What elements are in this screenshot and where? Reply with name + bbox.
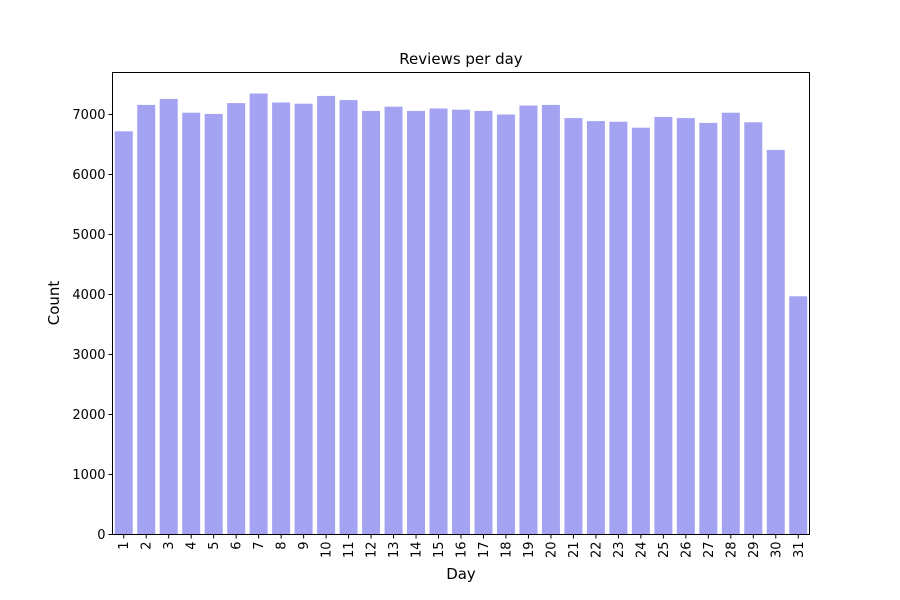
x-tick-label: 3 (162, 542, 177, 550)
bar-day-13 (384, 106, 403, 535)
bar-day-4 (182, 112, 201, 535)
y-axis-label: Count (45, 281, 63, 326)
chart-title: Reviews per day (399, 50, 522, 68)
x-tick-label: 11 (342, 542, 357, 559)
x-tick-label: 26 (679, 542, 694, 559)
bar-day-17 (474, 110, 493, 535)
bar-day-22 (586, 121, 605, 535)
bar-day-27 (699, 122, 718, 535)
bar-day-23 (609, 121, 628, 535)
x-tick-label: 15 (432, 542, 447, 559)
x-tick-label: 8 (275, 542, 290, 550)
x-tick-label: 23 (612, 542, 627, 559)
bar-day-18 (496, 114, 515, 535)
bar-day-21 (564, 118, 583, 535)
x-tick-label: 19 (522, 542, 537, 559)
bar-day-3 (159, 98, 178, 535)
bar-day-29 (744, 122, 763, 535)
bar-day-19 (519, 105, 538, 535)
bar-day-12 (362, 110, 381, 535)
x-axis-ticks: 1 2 3 4 5 6 7 8 9 10 11 12 13 14 15 16 17 18 19 20 21 22 23 24 2… (117, 534, 807, 559)
y-tick-label: 4000 (72, 288, 105, 303)
bar-day-5 (204, 113, 223, 535)
bar-day-7 (249, 93, 268, 535)
x-tick-label: 9 (297, 542, 312, 550)
x-tick-label: 29 (747, 542, 762, 559)
bar-day-15 (429, 108, 448, 535)
x-tick-label: 18 (499, 542, 514, 559)
x-tick-label: 20 (544, 542, 559, 559)
bar-day-25 (654, 116, 673, 535)
y-axis-ticks: 0 1000 2000 3000 4000 5000 6000 7000 (72, 108, 113, 543)
bar-day-8 (272, 102, 291, 535)
bar-day-9 (294, 103, 313, 535)
bar-day-20 (541, 104, 560, 535)
bars-group (114, 93, 808, 535)
x-tick-label: 16 (455, 542, 470, 559)
y-tick-label: 7000 (72, 108, 105, 123)
x-tick-label: 1 (117, 542, 132, 550)
x-tick-label: 10 (320, 542, 335, 559)
x-tick-label: 2 (140, 542, 155, 550)
x-tick-label: 13 (387, 542, 402, 559)
plot-area-frame (112, 72, 810, 535)
x-tick-label: 25 (657, 542, 672, 559)
x-axis-label: Day (446, 565, 476, 583)
x-tick-label: 28 (724, 542, 739, 559)
x-tick-label: 6 (230, 542, 245, 550)
y-tick-label: 5000 (72, 228, 105, 243)
bar-day-6 (227, 103, 246, 535)
x-tick-label: 12 (365, 542, 380, 559)
x-tick-label: 17 (477, 542, 492, 559)
bar-day-1 (114, 131, 133, 535)
x-tick-label: 21 (567, 542, 582, 559)
x-tick-label: 27 (702, 542, 717, 559)
y-tick-label: 1000 (72, 468, 105, 483)
x-tick-label: 4 (185, 542, 200, 550)
bar-day-11 (339, 100, 358, 535)
y-tick-label: 6000 (72, 168, 105, 183)
x-tick-label: 31 (792, 542, 807, 559)
bar-day-10 (317, 95, 336, 535)
y-tick-label: 2000 (72, 408, 105, 423)
x-tick-label: 5 (207, 542, 222, 550)
bar-day-2 (137, 104, 156, 535)
bar-day-28 (721, 112, 740, 535)
bar-day-16 (452, 109, 470, 535)
x-tick-label: 30 (769, 542, 784, 559)
bar-day-31 (789, 296, 808, 535)
y-tick-label: 3000 (72, 348, 105, 363)
bar-day-24 (631, 127, 650, 535)
x-tick-label: 22 (589, 542, 604, 559)
bar-day-26 (676, 118, 695, 535)
bar-day-30 (766, 149, 785, 535)
x-tick-label: 24 (634, 542, 649, 559)
x-tick-label: 7 (252, 542, 267, 550)
y-tick-label: 0 (97, 528, 105, 543)
x-tick-label: 14 (410, 542, 425, 559)
bar-day-14 (407, 110, 426, 535)
